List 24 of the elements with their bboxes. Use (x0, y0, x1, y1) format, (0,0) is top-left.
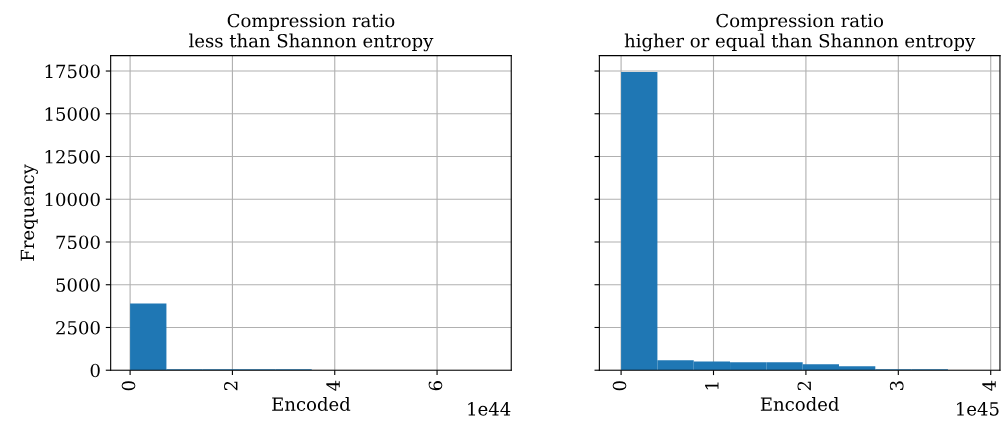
x-axis-title: Encoded (272, 396, 351, 411)
y-tick-label: 17500 (45, 64, 100, 79)
x-tick-label: 3 (889, 381, 904, 391)
y-tick-label: 12500 (45, 149, 100, 164)
x-tick-label: 4 (326, 380, 340, 391)
x-tick-label: 2 (797, 381, 811, 391)
y-tick-label: 15000 (45, 107, 100, 121)
x-tick-label: 0 (612, 381, 627, 391)
x-tick-label: 6 (428, 381, 443, 391)
chart-title: Compression ratio less than Shannon entropy (189, 13, 434, 52)
x-axis-title: Encoded (760, 396, 839, 411)
y-tick-label: 10000 (45, 192, 100, 207)
y-tick-label: 5000 (56, 278, 100, 292)
text: 1e45 (957, 402, 999, 416)
y-axis-title: Frequency (20, 164, 38, 261)
text: 1e44 (468, 402, 511, 416)
x-tick-label: 4 (982, 380, 996, 391)
x-tick-label: 1 (705, 382, 719, 390)
x-tick-label: 2 (224, 381, 238, 391)
chart-title: Compression ratio higher or equal than Shannon entropy (624, 13, 976, 52)
y-tick-label: 2500 (56, 320, 100, 335)
y-tick-label: 0 (90, 363, 100, 378)
x-tick-label: 0 (121, 381, 136, 391)
y-tick-label: 7500 (56, 235, 100, 250)
